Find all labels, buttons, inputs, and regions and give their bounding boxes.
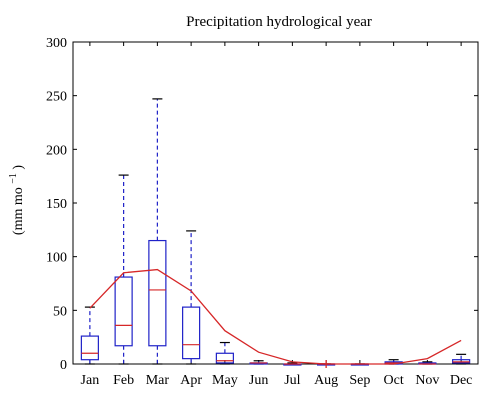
y-tick-label: 150 bbox=[46, 197, 67, 212]
x-tick-label-sep: Sep bbox=[349, 373, 370, 388]
box-nov bbox=[418, 361, 437, 365]
y-tick-label: 250 bbox=[46, 90, 67, 105]
box-mar bbox=[148, 98, 167, 365]
x-tick-label-apr: Apr bbox=[180, 373, 202, 388]
x-tick-label-may: May bbox=[212, 373, 238, 388]
x-tick-label-nov: Nov bbox=[415, 373, 439, 388]
box-rect-may bbox=[215, 352, 234, 364]
mean-line-series bbox=[89, 268, 462, 365]
box-rect-jan bbox=[80, 335, 99, 361]
box-apr bbox=[182, 230, 201, 365]
y-tick-label: 100 bbox=[46, 251, 67, 266]
x-tick-label-oct: Oct bbox=[384, 373, 404, 388]
box-rect-apr bbox=[182, 306, 201, 360]
y-axis-label-superscript: −1 bbox=[8, 173, 19, 184]
chart-title: Precipitation hydrological year bbox=[186, 14, 372, 30]
y-tick-label: 0 bbox=[60, 358, 67, 373]
x-tick-label-jul: Jul bbox=[284, 373, 300, 388]
y-axis-label-suffix: ) bbox=[11, 165, 26, 170]
box-rect-mar bbox=[148, 239, 167, 347]
x-tick-label-jan: Jan bbox=[81, 373, 100, 388]
plot-layer: 0 50 100 150 200 250 300 Jan Feb Mar Apr May Jun Jul A… bbox=[46, 36, 479, 388]
y-tick-label: 200 bbox=[46, 143, 67, 158]
x-tick-label-feb: Feb bbox=[113, 373, 134, 388]
x-tick-label-dec: Dec bbox=[450, 373, 473, 388]
box-may bbox=[215, 341, 234, 365]
box-jul bbox=[283, 362, 302, 366]
box-feb bbox=[114, 174, 133, 365]
y-tick-label: 50 bbox=[53, 304, 67, 319]
y-tick-label: 300 bbox=[46, 36, 67, 51]
y-axis-label-base: (mm mo bbox=[11, 187, 26, 235]
x-tick-label-jun: Jun bbox=[249, 373, 268, 388]
box-dec bbox=[452, 353, 471, 365]
box-jan bbox=[80, 306, 99, 365]
x-tick-label-aug: Aug bbox=[314, 373, 338, 388]
x-tick-label-mar: Mar bbox=[146, 373, 170, 388]
box-jun bbox=[249, 360, 268, 365]
box-rect-feb bbox=[114, 276, 133, 347]
outlier-aug bbox=[322, 360, 331, 368]
y-axis-label-group: (mm mo −1 ) bbox=[5, 165, 26, 235]
y-axis-label: (mm mo −1 ) bbox=[5, 165, 26, 235]
